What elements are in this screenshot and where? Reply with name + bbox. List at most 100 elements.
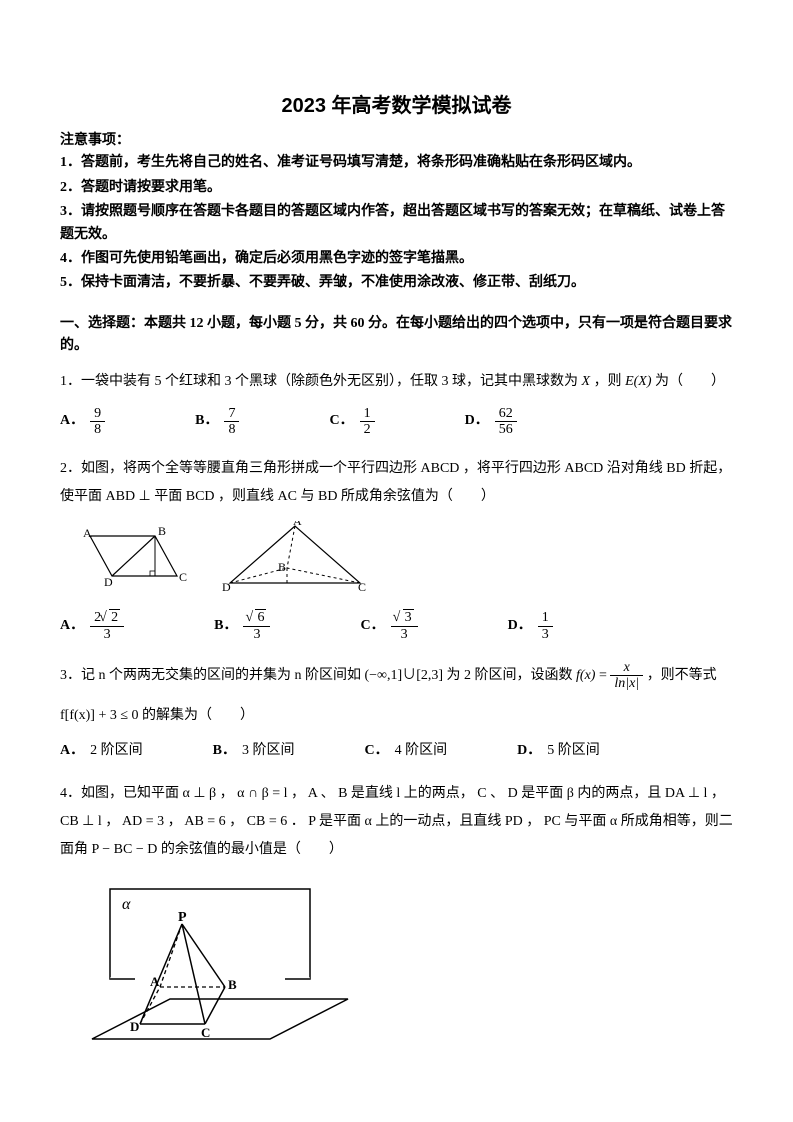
q4-diagram: α P A B C D [90, 879, 733, 1069]
notice-item-3: 3．请按照题号顺序在答题卡各题目的答题区域内作答，超出答题区域书写的答案无效；在… [60, 201, 733, 246]
notice-item-2: 2．答题时请按要求用笔。 [60, 177, 733, 199]
q3-func: f(x) [576, 668, 595, 683]
option-label: D． [465, 410, 489, 432]
q1-text-prefix: 1．一袋中装有 5 个红球和 3 个黑球（除颜色外无区别），任取 3 球，记其中… [60, 374, 582, 389]
notice-header: 注意事项： [60, 130, 733, 152]
fraction: 3 3 [391, 610, 418, 642]
option-label: C． [360, 615, 384, 637]
fraction: 78 [224, 406, 239, 438]
label-C: C [201, 1025, 210, 1040]
q1-option-d: D． 6256 [465, 406, 517, 438]
label-D: D [222, 580, 231, 594]
option-text: 4 阶区间 [395, 740, 448, 762]
radicand: 3 [403, 609, 414, 625]
frac-den: 56 [495, 422, 517, 437]
q3-text-1: 3．记 n 个两两无交集的区间的并集为 n 阶区间如 (−∞,1]∪[2,3] … [60, 668, 576, 683]
label-D: D [130, 1019, 139, 1034]
q4-text: 4．如图，已知平面 α ⊥ β ， α ∩ β = l ， A 、 B 是直线 … [60, 786, 733, 857]
fraction: 12 [360, 406, 375, 438]
label-C: C [179, 570, 187, 584]
q1-option-b: B． 78 [195, 406, 239, 438]
frac-den: ln|x| [610, 676, 643, 691]
option-label: A． [60, 410, 84, 432]
q2-diagram-flat: A B C D [80, 521, 190, 596]
q2-diagrams: A B C D A B D C [80, 521, 733, 596]
fraction: 6 3 [243, 610, 270, 642]
q1-option-c: C． 12 [329, 406, 374, 438]
q2-option-c: C． 3 3 [360, 610, 417, 642]
frac-num: 9 [90, 406, 105, 422]
label-A: A [293, 521, 302, 528]
option-label: D． [508, 615, 532, 637]
notice-item-5: 5．保持卡面清洁，不要折暴、不要弄破、弄皱，不准使用涂改液、修正带、刮纸刀。 [60, 272, 733, 294]
frac-den: 3 [243, 627, 270, 642]
frac-den: 3 [391, 627, 418, 642]
frac-den: 8 [90, 422, 105, 437]
option-text: 2 阶区间 [90, 740, 143, 762]
q3-text-3: f[f(x)] + 3 ≤ 0 的解集为（ ） [60, 708, 254, 723]
q3-text-2: ，则不等式 [647, 668, 717, 683]
label-A: A [83, 526, 92, 540]
frac-num: 3 [391, 610, 418, 626]
label-B: B [158, 524, 166, 538]
label-B: B [228, 977, 237, 992]
frac-den: 2 [360, 422, 375, 437]
q3-option-d: D． 5 阶区间 [517, 740, 600, 762]
frac-num: 1 [360, 406, 375, 422]
q1-var-x: X [582, 374, 591, 389]
option-label: A． [60, 740, 84, 762]
frac-num: 6 [243, 610, 270, 626]
option-text: 5 阶区间 [547, 740, 600, 762]
section-header: 一、选择题：本题共 12 小题，每小题 5 分，共 60 分。在每小题给出的四个… [60, 313, 733, 358]
fraction: 98 [90, 406, 105, 438]
page-title: 2023 年高考数学模拟试卷 [60, 90, 733, 122]
q3-options: A． 2 阶区间 B． 3 阶区间 C． 4 阶区间 D． 5 阶区间 [60, 740, 733, 762]
q3-option-b: B． 3 阶区间 [213, 740, 295, 762]
sqrt-icon: 2 [101, 610, 120, 625]
option-label: B． [195, 410, 218, 432]
q1-expr: E(X) [625, 374, 651, 389]
option-label: C． [364, 740, 388, 762]
q1-option-a: A． 98 [60, 406, 105, 438]
option-label: B． [213, 740, 236, 762]
frac-num: 62 [495, 406, 517, 422]
question-2: 2．如图，将两个全等等腰直角三角形拼成一个平行四边形 ABCD ，将平行四边形 … [60, 455, 733, 511]
q2-text: 2．如图，将两个全等等腰直角三角形拼成一个平行四边形 ABCD ，将平行四边形 … [60, 461, 731, 504]
question-3: 3．记 n 个两两无交集的区间的并集为 n 阶区间如 (−∞,1]∪[2,3] … [60, 660, 733, 692]
q2-option-d: D． 1 3 [508, 610, 553, 642]
option-text: 3 阶区间 [242, 740, 295, 762]
option-label: C． [329, 410, 353, 432]
q3-line2: f[f(x)] + 3 ≤ 0 的解集为（ ） [60, 702, 733, 730]
radicand: 2 [109, 609, 120, 625]
q2-option-a: A． 22 3 [60, 610, 124, 642]
option-label: D． [517, 740, 541, 762]
label-alpha: α [122, 896, 131, 913]
fraction: 6256 [495, 406, 517, 438]
q3-eq: = [599, 668, 610, 683]
frac-num: 22 [90, 610, 124, 626]
notice-item-4: 4．作图可先使用铅笔画出，确定后必须用黑色字迹的签字笔描黑。 [60, 248, 733, 270]
label-C: C [358, 580, 366, 594]
label-P: P [178, 910, 187, 925]
label-A: A [150, 974, 160, 989]
sqrt-icon: 6 [247, 610, 266, 625]
q2-diagram-3d: A B D C [220, 521, 370, 596]
frac-num: x [610, 660, 643, 676]
sqrt-icon: 3 [395, 610, 414, 625]
fraction: 1 3 [538, 610, 553, 642]
q3-option-c: C． 4 阶区间 [364, 740, 447, 762]
q3-fraction: x ln|x| [610, 660, 643, 692]
option-label: A． [60, 615, 84, 637]
frac-den: 8 [224, 422, 239, 437]
q1-text-suffix: 为（ ） [652, 374, 726, 389]
frac-num: 1 [538, 610, 553, 626]
q2-option-b: B． 6 3 [214, 610, 270, 642]
label-B: B [278, 560, 286, 574]
q3-option-a: A． 2 阶区间 [60, 740, 143, 762]
notice-item-1: 1．答题前，考生先将自己的姓名、准考证号码填写清楚，将条形码准确粘贴在条形码区域… [60, 152, 733, 174]
question-4: 4．如图，已知平面 α ⊥ β ， α ∩ β = l ， A 、 B 是直线 … [60, 780, 733, 864]
question-1: 1．一袋中装有 5 个红球和 3 个黑球（除颜色外无区别），任取 3 球，记其中… [60, 368, 733, 396]
frac-den: 3 [90, 627, 124, 642]
frac-num: 7 [224, 406, 239, 422]
fraction: 22 3 [90, 610, 124, 642]
